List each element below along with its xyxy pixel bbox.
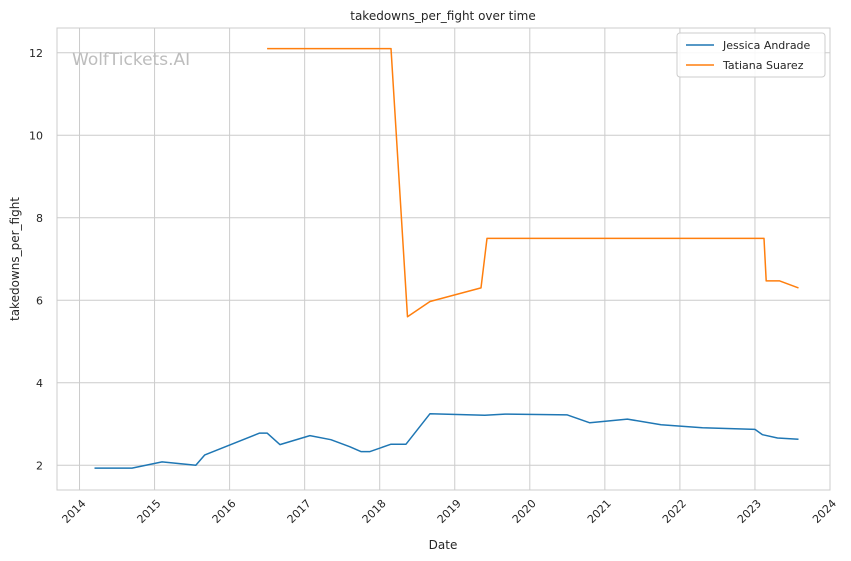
- series-lines: [94, 47, 799, 469]
- plot-area-frame: [56, 27, 831, 491]
- series-line-jessica-andrade: [94, 412, 799, 469]
- series-line-tatiana-suarez: [267, 47, 799, 318]
- chart-title: takedowns_per_fight over time: [350, 9, 536, 23]
- y-tick-label: 2: [36, 459, 43, 472]
- x-axis-title: Date: [429, 538, 458, 552]
- y-tick-label: 10: [29, 129, 43, 142]
- y-tick-label: 6: [36, 294, 43, 307]
- legend-box: [676, 32, 826, 78]
- y-axis-ticks: 2 4 6 8 10 12: [29, 47, 43, 473]
- y-axis-title: takedowns_per_fight: [8, 197, 22, 321]
- y-tick-label: 8: [36, 212, 43, 225]
- legend-label-tatiana-suarez: Tatiana Suarez: [722, 59, 804, 72]
- watermark: WolfTickets.AI: [72, 50, 190, 70]
- legend-label-jessica-andrade: Jessica Andrade: [722, 39, 811, 52]
- y-tick-label: 4: [36, 377, 43, 390]
- legend: Jessica Andrade Tatiana Suarez: [676, 32, 826, 78]
- y-tick-label: 12: [29, 47, 43, 60]
